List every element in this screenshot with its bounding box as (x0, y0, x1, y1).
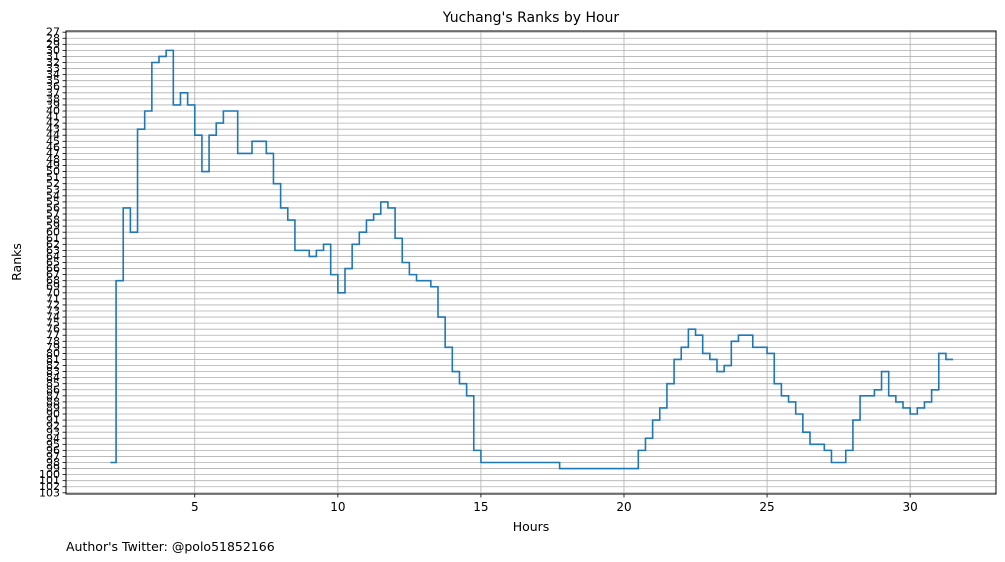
y-tick-label: 88 (46, 395, 60, 408)
y-tick-label: 78 (46, 335, 60, 348)
y-tick-label: 101 (39, 474, 60, 487)
y-tick-label: 99 (46, 462, 60, 475)
y-tick-label: 70 (46, 286, 60, 299)
y-tick-label: 42 (46, 117, 60, 130)
y-tick-label: 80 (46, 347, 60, 360)
y-tick-label: 63 (46, 244, 60, 257)
y-tick-label: 39 (46, 98, 60, 111)
y-tick-label: 95 (46, 438, 60, 451)
chart-title: Yuchang's Ranks by Hour (442, 10, 620, 26)
y-tick-label: 45 (46, 135, 60, 148)
x-tick-label: 10 (330, 500, 345, 514)
y-tick-label: 71 (46, 292, 60, 305)
y-tick-label: 100 (39, 468, 60, 481)
y-tick-label: 90 (46, 408, 60, 421)
y-tick-label: 48 (46, 153, 60, 166)
y-tick-label: 44 (46, 129, 60, 142)
y-tick-label: 59 (46, 220, 60, 233)
y-tick-label: 85 (46, 377, 60, 390)
y-tick-label: 27 (46, 26, 60, 39)
y-tick-label: 84 (46, 371, 60, 384)
y-tick-label: 64 (46, 250, 60, 263)
y-tick-label: 83 (46, 365, 60, 378)
y-tick-label: 61 (46, 232, 60, 245)
y-tick-label: 92 (46, 420, 60, 433)
y-tick-label: 53 (46, 183, 60, 196)
y-tick-label: 33 (46, 62, 60, 75)
y-tick-label: 89 (46, 401, 60, 414)
y-tick-label: 35 (46, 74, 60, 87)
x-tick-label: 5 (191, 500, 199, 514)
y-tick-label: 30 (46, 44, 60, 57)
y-tick-label: 28 (46, 32, 60, 45)
y-tick-label: 31 (46, 50, 60, 63)
y-tick-label: 55 (46, 195, 60, 208)
y-axis-ticks: 2728293031323334353637383940414243444546… (39, 26, 66, 499)
y-tick-label: 82 (46, 359, 60, 372)
y-tick-label: 51 (46, 171, 60, 184)
y-tick-label: 52 (46, 177, 60, 190)
y-tick-label: 67 (46, 268, 60, 281)
y-tick-label: 49 (46, 159, 60, 172)
author-note: Author's Twitter: @polo51852166 (66, 539, 275, 554)
x-axis-ticks: 5 10 15 20 25 30 (191, 494, 918, 514)
y-tick-label: 46 (46, 141, 60, 154)
y-tick-label: 62 (46, 238, 60, 251)
x-tick-label: 30 (903, 500, 918, 514)
y-tick-label: 47 (46, 147, 60, 160)
y-tick-label: 79 (46, 341, 60, 354)
y-tick-label: 36 (46, 80, 60, 93)
y-tick-label: 54 (46, 189, 60, 202)
y-tick-label: 102 (39, 480, 60, 493)
x-tick-label: 20 (616, 500, 631, 514)
y-tick-label: 86 (46, 383, 60, 396)
y-tick-label: 87 (46, 389, 60, 402)
y-tick-label: 91 (46, 414, 60, 427)
y-tick-label: 50 (46, 165, 60, 178)
y-tick-label: 77 (46, 329, 60, 342)
y-tick-label: 73 (46, 304, 60, 317)
y-tick-label: 98 (46, 456, 60, 469)
y-tick-label: 94 (46, 432, 60, 445)
y-tick-label: 75 (46, 317, 60, 330)
x-tick-label: 25 (759, 500, 774, 514)
y-tick-label: 34 (46, 68, 60, 81)
y-tick-label: 38 (46, 92, 60, 105)
y-tick-label: 37 (46, 86, 60, 99)
y-tick-label: 72 (46, 298, 60, 311)
y-axis-label: Ranks (9, 243, 24, 281)
y-tick-label: 103 (39, 486, 60, 499)
y-tick-label: 81 (46, 353, 60, 366)
y-tick-label: 68 (46, 274, 60, 287)
series-layer (110, 49, 954, 470)
y-tick-label: 74 (46, 311, 60, 324)
y-tick-label: 43 (46, 123, 60, 136)
y-tick-label: 76 (46, 323, 60, 336)
y-tick-label: 57 (46, 208, 60, 221)
x-tick-label: 15 (473, 500, 488, 514)
y-tick-label: 56 (46, 201, 60, 214)
y-tick-label: 40 (46, 104, 60, 117)
y-tick-label: 58 (46, 214, 60, 227)
x-axis-label: Hours (513, 519, 550, 534)
grid-layer (66, 31, 996, 494)
series-line-ranks (110, 49, 954, 470)
y-tick-label: 60 (46, 226, 60, 239)
y-tick-label: 69 (46, 280, 60, 293)
y-tick-label: 66 (46, 262, 60, 275)
y-tick-label: 96 (46, 444, 60, 457)
y-tick-label: 97 (46, 450, 60, 463)
y-tick-label: 32 (46, 56, 60, 69)
y-tick-label: 65 (46, 256, 60, 269)
y-tick-label: 41 (46, 111, 60, 124)
y-tick-label: 29 (46, 38, 60, 51)
y-tick-label: 93 (46, 426, 60, 439)
